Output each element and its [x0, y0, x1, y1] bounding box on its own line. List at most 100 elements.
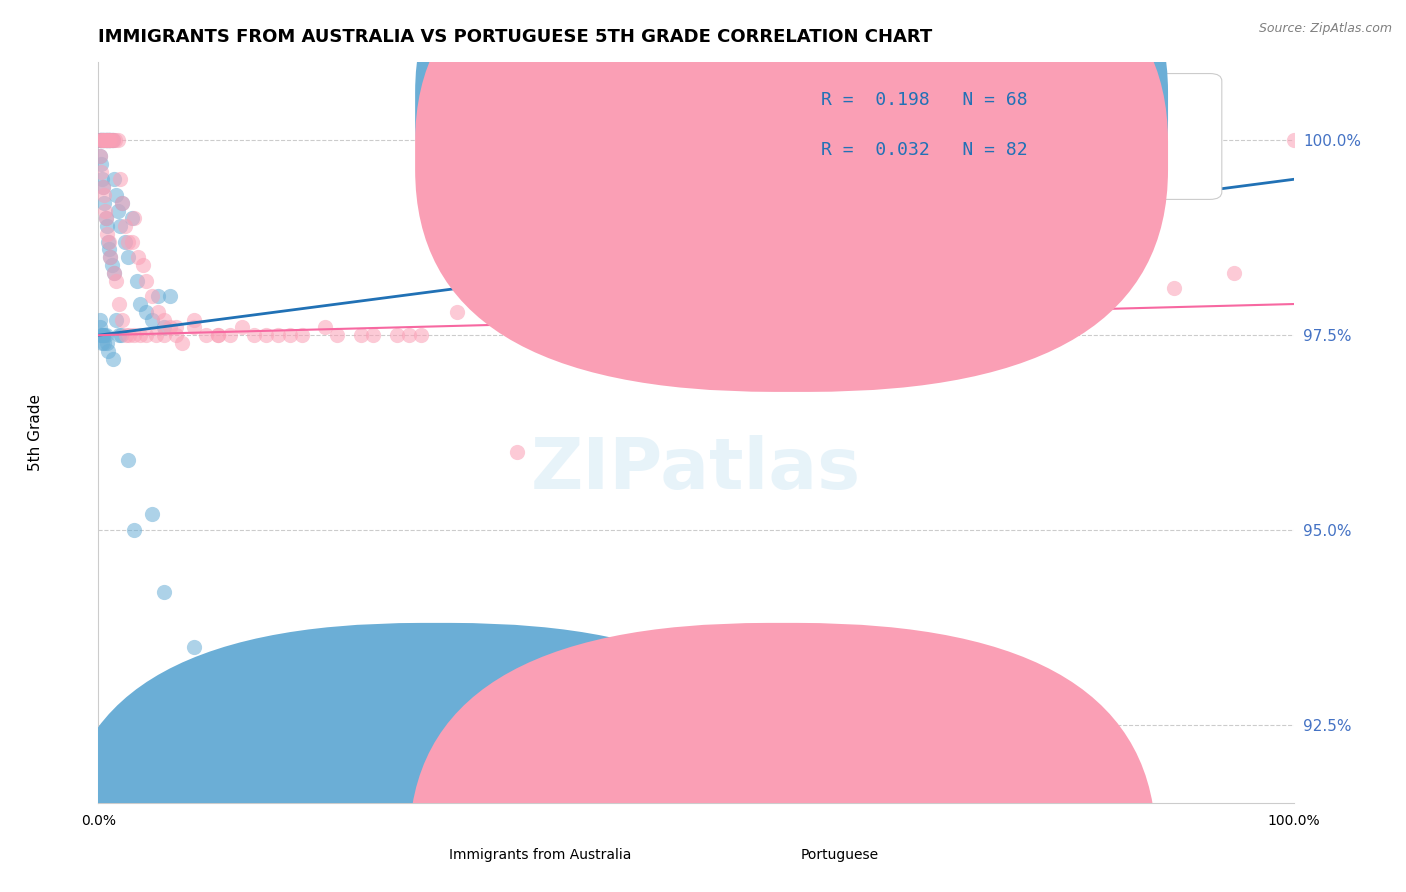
Immigrants from Australia — [141, 508, 163, 522]
Portuguese — [159, 320, 181, 334]
Immigrants from Australia — [121, 211, 143, 226]
Portuguese — [565, 312, 588, 326]
Immigrants from Australia — [93, 133, 115, 147]
Portuguese — [1223, 266, 1246, 280]
Portuguese — [153, 328, 176, 343]
Portuguese — [1282, 133, 1305, 147]
Portuguese — [1104, 274, 1126, 288]
Portuguese — [145, 328, 167, 343]
Immigrants from Australia — [105, 188, 128, 202]
Immigrants from Australia — [91, 328, 114, 343]
Portuguese — [91, 133, 114, 147]
Immigrants from Australia — [124, 523, 146, 537]
Immigrants from Australia — [108, 219, 131, 233]
Portuguese — [111, 195, 134, 210]
Immigrants from Australia — [90, 328, 112, 343]
Immigrants from Australia — [111, 195, 134, 210]
Immigrants from Australia — [97, 343, 120, 358]
Immigrants from Australia — [148, 289, 170, 303]
Immigrants from Australia — [100, 133, 122, 147]
Immigrants from Australia — [94, 211, 117, 226]
Portuguese — [745, 297, 768, 311]
Immigrants from Australia — [91, 180, 114, 194]
Portuguese — [165, 320, 187, 334]
Portuguese — [685, 305, 707, 319]
Portuguese — [148, 305, 170, 319]
Text: Immigrants from Australia: Immigrants from Australia — [450, 847, 631, 862]
Portuguese — [446, 305, 468, 319]
Text: 0.0%: 0.0% — [82, 814, 115, 829]
Immigrants from Australia — [97, 133, 120, 147]
Portuguese — [219, 328, 242, 343]
Portuguese — [865, 289, 887, 303]
Immigrants from Australia — [100, 258, 122, 272]
Immigrants from Australia — [96, 133, 118, 147]
Immigrants from Australia — [110, 328, 132, 343]
Portuguese — [115, 328, 138, 343]
Portuguese — [91, 180, 114, 194]
Portuguese — [626, 320, 648, 334]
Portuguese — [135, 328, 157, 343]
Portuguese — [107, 133, 129, 147]
Portuguese — [398, 328, 420, 343]
Text: R =  0.032   N = 82: R = 0.032 N = 82 — [821, 141, 1028, 159]
Portuguese — [98, 133, 122, 147]
Portuguese — [91, 133, 114, 147]
Immigrants from Australia — [159, 289, 181, 303]
Immigrants from Australia — [125, 274, 148, 288]
Portuguese — [278, 328, 301, 343]
Immigrants from Australia — [114, 235, 136, 249]
Immigrants from Australia — [91, 336, 114, 351]
Portuguese — [93, 188, 115, 202]
Immigrants from Australia — [105, 312, 128, 326]
Immigrants from Australia — [94, 133, 117, 147]
FancyBboxPatch shape — [63, 623, 810, 892]
Immigrants from Australia — [93, 336, 115, 351]
Portuguese — [231, 320, 253, 334]
Immigrants from Australia — [93, 328, 115, 343]
Immigrants from Australia — [89, 133, 111, 147]
FancyBboxPatch shape — [409, 623, 1156, 892]
Immigrants from Australia — [101, 351, 124, 366]
Immigrants from Australia — [101, 133, 124, 147]
Portuguese — [121, 235, 143, 249]
Immigrants from Australia — [135, 305, 157, 319]
Y-axis label: 5th Grade: 5th Grade — [28, 394, 42, 471]
Immigrants from Australia — [107, 203, 129, 218]
Immigrants from Australia — [96, 133, 118, 147]
Portuguese — [172, 336, 194, 351]
Immigrants from Australia — [98, 243, 121, 257]
Portuguese — [141, 289, 163, 303]
Immigrants from Australia — [117, 250, 139, 264]
Portuguese — [100, 133, 122, 147]
Portuguese — [98, 250, 122, 264]
Immigrants from Australia — [141, 312, 163, 326]
Portuguese — [350, 328, 373, 343]
Immigrants from Australia — [90, 133, 112, 147]
Portuguese — [326, 328, 349, 343]
Immigrants from Australia — [91, 172, 114, 186]
Immigrants from Australia — [153, 585, 176, 599]
Portuguese — [207, 328, 229, 343]
Portuguese — [94, 133, 117, 147]
FancyBboxPatch shape — [415, 0, 1168, 392]
Portuguese — [267, 328, 290, 343]
Portuguese — [90, 133, 112, 147]
Portuguese — [96, 227, 118, 241]
Text: Portuguese: Portuguese — [800, 847, 879, 862]
Portuguese — [195, 328, 218, 343]
Immigrants from Australia — [98, 250, 122, 264]
Portuguese — [89, 149, 111, 163]
Immigrants from Australia — [103, 266, 125, 280]
Portuguese — [506, 445, 529, 459]
Immigrants from Australia — [89, 320, 111, 334]
Portuguese — [153, 312, 176, 326]
Portuguese — [1163, 281, 1185, 295]
Portuguese — [108, 172, 131, 186]
Immigrants from Australia — [91, 133, 114, 147]
Portuguese — [94, 203, 117, 218]
Portuguese — [131, 258, 153, 272]
Portuguese — [114, 219, 136, 233]
Portuguese — [101, 133, 124, 147]
Immigrants from Australia — [96, 133, 118, 147]
